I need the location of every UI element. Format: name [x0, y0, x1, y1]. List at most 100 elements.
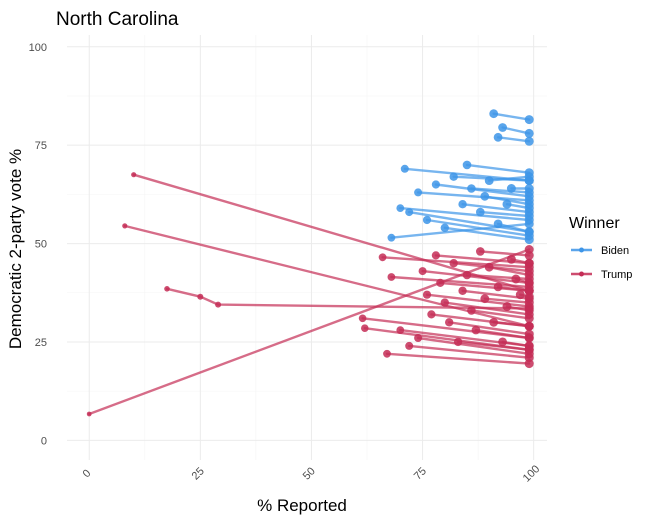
series-lines [88, 112, 531, 416]
series-line-biden [443, 226, 531, 241]
series-line-trump [385, 352, 531, 365]
data-point-trump [489, 317, 499, 327]
data-point-trump [524, 250, 534, 260]
data-point-trump [524, 341, 534, 351]
data-point-trump [396, 326, 405, 334]
data-point-biden [387, 233, 396, 242]
data-point-trump [215, 301, 222, 308]
data-point-biden [431, 180, 440, 189]
data-point-biden [405, 208, 414, 217]
series-line-trump [456, 340, 531, 351]
data-point-trump [358, 314, 367, 323]
x-tick-label: 100 [521, 463, 542, 484]
data-point-trump [524, 278, 534, 288]
data-point-biden [422, 215, 432, 225]
x-axis-title: % Reported [257, 496, 347, 515]
legend: Winner Biden Trump [569, 215, 632, 281]
y-tick-label: 25 [35, 337, 47, 349]
data-point-biden [506, 184, 516, 193]
data-point-trump [86, 411, 92, 417]
data-point-trump [458, 286, 467, 295]
data-point-trump [467, 306, 476, 315]
y-tick-label: 0 [41, 435, 47, 447]
series-line-trump [470, 309, 531, 320]
data-point-trump [197, 293, 204, 300]
series-line-trump [496, 285, 531, 292]
legend-entry-biden: Biden [571, 245, 629, 257]
data-point-trump [524, 270, 534, 280]
series-line-trump [123, 224, 531, 328]
data-point-trump [361, 324, 369, 333]
data-point-trump [484, 262, 494, 272]
x-tick-label: 50 [301, 465, 318, 482]
data-point-trump [453, 337, 463, 347]
data-point-trump [502, 302, 512, 311]
data-point-trump [131, 172, 137, 178]
plot-grid [67, 35, 547, 460]
data-point-biden [493, 132, 503, 142]
y-axis-ticks: 0 25 50 75 100 [29, 42, 47, 448]
series-line-trump [132, 173, 531, 292]
series-line-biden [425, 218, 531, 237]
data-point-biden [524, 128, 534, 138]
series-line-biden [496, 222, 531, 233]
data-point-trump [387, 273, 396, 281]
data-point-biden [524, 227, 534, 237]
series-line-trump [483, 297, 531, 304]
data-point-biden [493, 219, 503, 229]
data-point-biden [458, 200, 467, 209]
data-point-trump [524, 333, 534, 343]
y-tick-label: 100 [29, 42, 47, 54]
x-tick-label: 25 [190, 465, 207, 482]
data-point-biden [484, 176, 494, 186]
data-point-biden [462, 160, 472, 170]
series-line-biden [479, 210, 531, 218]
data-point-trump [422, 290, 432, 299]
series-line-biden [470, 187, 531, 194]
series-line-biden [416, 191, 531, 202]
data-point-biden [524, 172, 534, 182]
data-point-biden [524, 115, 534, 125]
data-point-biden [524, 136, 534, 146]
data-point-trump [122, 223, 128, 229]
data-point-biden [524, 211, 534, 221]
series-line-trump [479, 250, 531, 257]
legend-key-biden-point [579, 247, 584, 253]
data-point-trump [498, 337, 507, 347]
data-point-trump [493, 282, 503, 292]
chart-title: North Carolina [56, 9, 179, 30]
series-line-biden [496, 136, 531, 143]
legend-entry-trump: Trump [571, 269, 632, 281]
data-point-trump [405, 341, 414, 350]
data-point-trump [164, 286, 170, 292]
data-point-trump [383, 349, 391, 358]
series-line-trump [416, 336, 531, 355]
x-tick-label: 75 [412, 465, 429, 482]
legend-title: Winner [569, 215, 620, 232]
series-line-biden [501, 126, 531, 135]
x-axis-ticks: 0 25 50 75 100 [81, 463, 543, 484]
y-axis-title: Democratic 2-party vote % [6, 149, 25, 349]
data-point-trump [440, 298, 449, 307]
data-point-trump [449, 259, 458, 268]
data-point-biden [449, 172, 458, 181]
data-point-biden [476, 207, 485, 217]
y-tick-label: 50 [35, 239, 47, 251]
data-point-biden [396, 204, 405, 213]
data-point-trump [436, 278, 445, 287]
series-line-trump [492, 321, 531, 328]
series-line-trump [488, 266, 531, 277]
legend-label-trump: Trump [601, 269, 632, 281]
data-point-biden [524, 203, 534, 213]
series-line-biden [492, 112, 531, 121]
data-point-biden [467, 184, 476, 193]
data-point-biden [414, 188, 423, 197]
data-point-biden [524, 219, 534, 229]
series-line-biden [488, 175, 531, 182]
series-line-trump [408, 344, 531, 359]
x-tick-label: 0 [81, 467, 94, 480]
data-point-trump [418, 267, 427, 276]
series-points [86, 109, 534, 417]
data-point-biden [480, 191, 490, 201]
